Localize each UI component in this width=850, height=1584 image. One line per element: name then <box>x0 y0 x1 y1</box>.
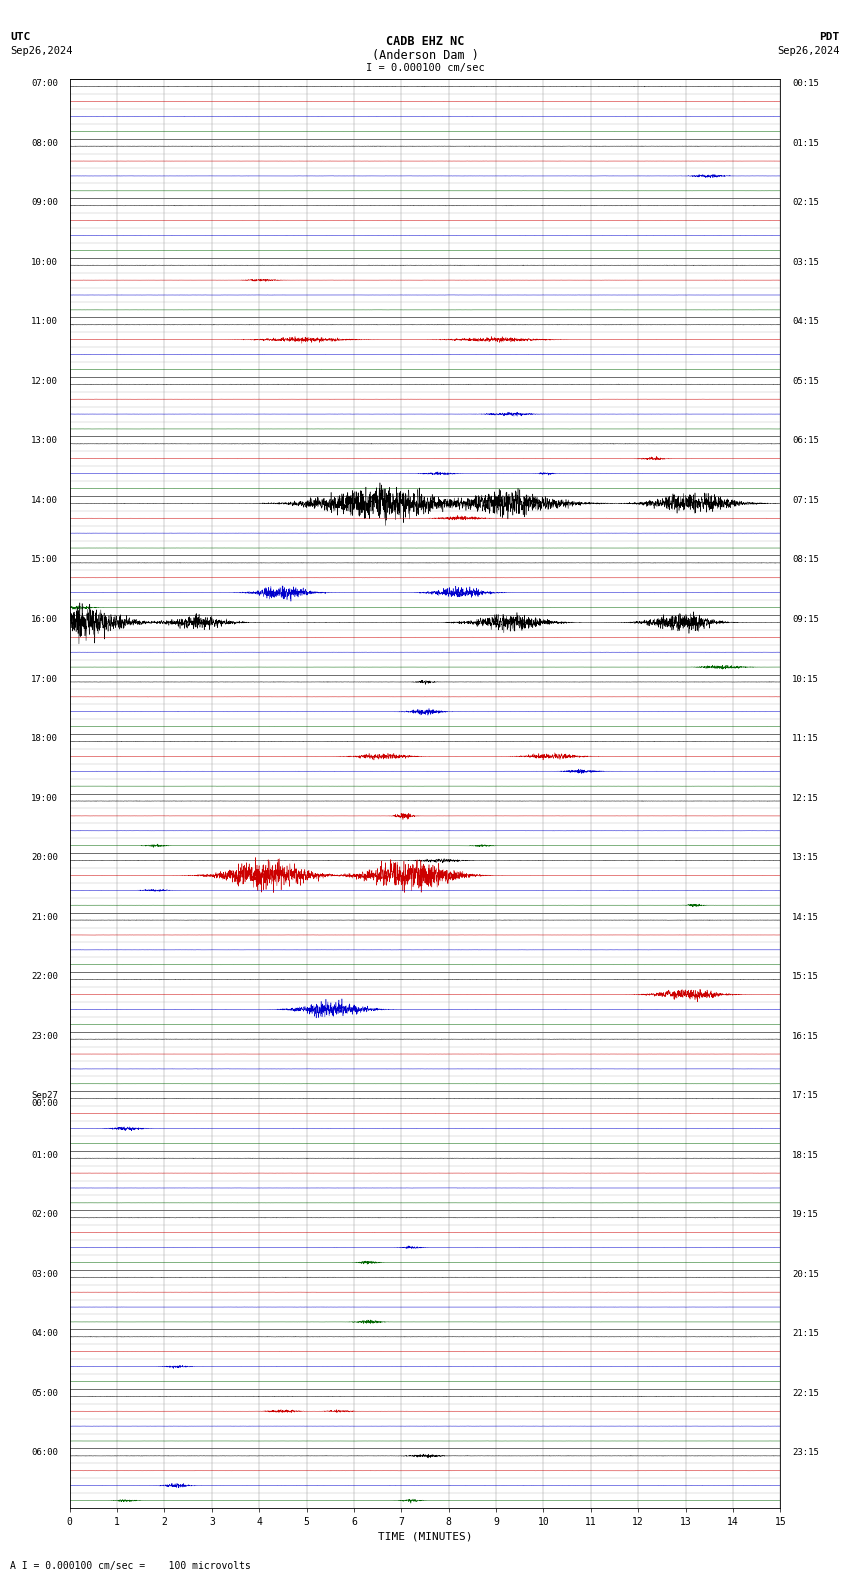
Text: Sep26,2024: Sep26,2024 <box>777 46 840 55</box>
Text: 10:15: 10:15 <box>792 675 819 684</box>
Text: UTC: UTC <box>10 32 31 41</box>
Text: 02:00: 02:00 <box>31 1210 58 1220</box>
Text: 21:00: 21:00 <box>31 912 58 922</box>
Text: 22:00: 22:00 <box>31 973 58 980</box>
Text: 13:15: 13:15 <box>792 854 819 862</box>
Text: 19:15: 19:15 <box>792 1210 819 1220</box>
Text: CADB EHZ NC: CADB EHZ NC <box>386 35 464 48</box>
Text: 05:15: 05:15 <box>792 377 819 386</box>
Text: 20:00: 20:00 <box>31 854 58 862</box>
Text: 04:00: 04:00 <box>31 1329 58 1338</box>
Text: 17:15: 17:15 <box>792 1091 819 1101</box>
Text: 11:00: 11:00 <box>31 317 58 326</box>
Text: 00:00: 00:00 <box>31 1099 58 1109</box>
Text: 16:00: 16:00 <box>31 615 58 624</box>
Text: 06:00: 06:00 <box>31 1448 58 1457</box>
Text: 13:00: 13:00 <box>31 436 58 445</box>
Text: 23:15: 23:15 <box>792 1448 819 1457</box>
Text: 07:00: 07:00 <box>31 79 58 89</box>
Text: 16:15: 16:15 <box>792 1031 819 1041</box>
Text: Sep26,2024: Sep26,2024 <box>10 46 73 55</box>
Text: 03:15: 03:15 <box>792 258 819 266</box>
Text: 18:15: 18:15 <box>792 1150 819 1159</box>
Text: 12:15: 12:15 <box>792 794 819 803</box>
Text: 10:00: 10:00 <box>31 258 58 266</box>
Text: 14:15: 14:15 <box>792 912 819 922</box>
X-axis label: TIME (MINUTES): TIME (MINUTES) <box>377 1532 473 1541</box>
Text: A I = 0.000100 cm/sec =    100 microvolts: A I = 0.000100 cm/sec = 100 microvolts <box>10 1562 251 1571</box>
Text: 00:15: 00:15 <box>792 79 819 89</box>
Text: (Anderson Dam ): (Anderson Dam ) <box>371 49 479 62</box>
Text: 08:15: 08:15 <box>792 556 819 564</box>
Text: 18:00: 18:00 <box>31 733 58 743</box>
Text: 14:00: 14:00 <box>31 496 58 505</box>
Text: 11:15: 11:15 <box>792 733 819 743</box>
Text: Sep27: Sep27 <box>31 1091 58 1101</box>
Text: 15:15: 15:15 <box>792 973 819 980</box>
Text: 06:15: 06:15 <box>792 436 819 445</box>
Text: 12:00: 12:00 <box>31 377 58 386</box>
Text: 09:15: 09:15 <box>792 615 819 624</box>
Text: 08:00: 08:00 <box>31 139 58 147</box>
Text: 19:00: 19:00 <box>31 794 58 803</box>
Text: PDT: PDT <box>819 32 840 41</box>
Text: I = 0.000100 cm/sec: I = 0.000100 cm/sec <box>366 63 484 73</box>
Text: 07:15: 07:15 <box>792 496 819 505</box>
Text: 03:00: 03:00 <box>31 1270 58 1278</box>
Text: 04:15: 04:15 <box>792 317 819 326</box>
Text: 22:15: 22:15 <box>792 1389 819 1399</box>
Text: 05:00: 05:00 <box>31 1389 58 1399</box>
Text: 20:15: 20:15 <box>792 1270 819 1278</box>
Text: 01:15: 01:15 <box>792 139 819 147</box>
Text: 02:15: 02:15 <box>792 198 819 208</box>
Text: 23:00: 23:00 <box>31 1031 58 1041</box>
Text: 09:00: 09:00 <box>31 198 58 208</box>
Text: 17:00: 17:00 <box>31 675 58 684</box>
Text: 21:15: 21:15 <box>792 1329 819 1338</box>
Text: 01:00: 01:00 <box>31 1150 58 1159</box>
Text: 15:00: 15:00 <box>31 556 58 564</box>
